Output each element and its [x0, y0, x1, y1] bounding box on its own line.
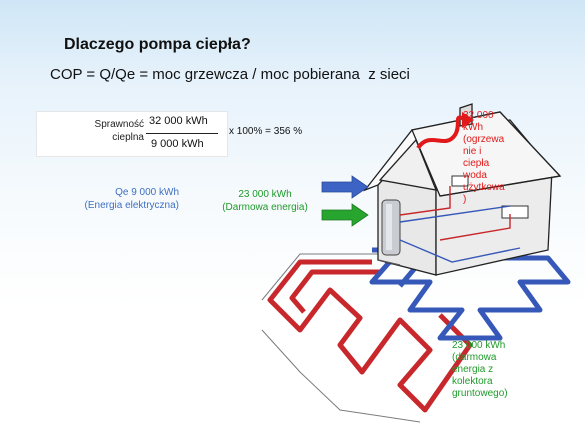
heat-output-line: nie i [463, 146, 482, 157]
efficiency-result: x 100% = 356 % [229, 126, 303, 137]
ground-energy-line: gruntowego) [452, 388, 508, 399]
heat-output-label: 32 000 kWh (ogrzewa nie i ciepła woda uż… [463, 110, 523, 206]
efficiency-box [36, 111, 228, 157]
free-energy-label: 23 000 kWh (Darmowa energia) [210, 188, 320, 214]
heat-output-line: ciepła [463, 158, 490, 169]
green-arrow-icon [321, 203, 369, 227]
red-heat-arrowhead-icon [462, 112, 474, 128]
electric-energy-line2: (Energia elektryczna) [84, 200, 179, 211]
blue-arrow-icon [321, 175, 369, 199]
ground-energy-line: kolektora [452, 376, 493, 387]
ground-energy-label: 23 000 kWh (darmowa energia z kolektora … [452, 340, 532, 400]
free-energy-line2: (Darmowa energia) [222, 202, 308, 213]
red-heat-arrow-icon [416, 115, 467, 150]
cop-formula: COP = Q/Qe = moc grzewcza / moc pobieran… [50, 66, 410, 83]
efficiency-label: Sprawność cieplna [64, 118, 144, 144]
free-energy-line1: 23 000 kWh [238, 189, 292, 200]
heat-output-line: kWh [463, 122, 483, 133]
ground-energy-line: (darmowa [452, 352, 497, 363]
heat-output-line: woda [463, 170, 487, 181]
electric-energy-label: Qe 9 000 kWh (Energia elektryczna) [64, 186, 179, 212]
electric-energy-line1: Qe 9 000 kWh [115, 187, 179, 198]
heat-output-line: ) [463, 194, 467, 205]
heat-output-line: (ogrzewa [463, 134, 505, 145]
slide-title: Dlaczego pompa ciepła? [64, 36, 251, 53]
ground-energy-line: energia z [452, 364, 494, 375]
efficiency-label-line2: cieplna [112, 132, 144, 143]
efficiency-label-line1: Sprawność [94, 119, 144, 130]
heat-pump-icon [381, 186, 521, 263]
fraction-numerator: 32 000 kWh [149, 115, 208, 127]
ground-energy-line: 23 000 kWh [452, 340, 506, 351]
heat-output-line: 32 000 [463, 110, 494, 121]
fraction-line [146, 133, 218, 134]
heat-output-line: użytkowa [463, 182, 505, 193]
fraction-denominator: 9 000 kWh [151, 138, 204, 150]
ground-loop-icon [261, 247, 571, 423]
